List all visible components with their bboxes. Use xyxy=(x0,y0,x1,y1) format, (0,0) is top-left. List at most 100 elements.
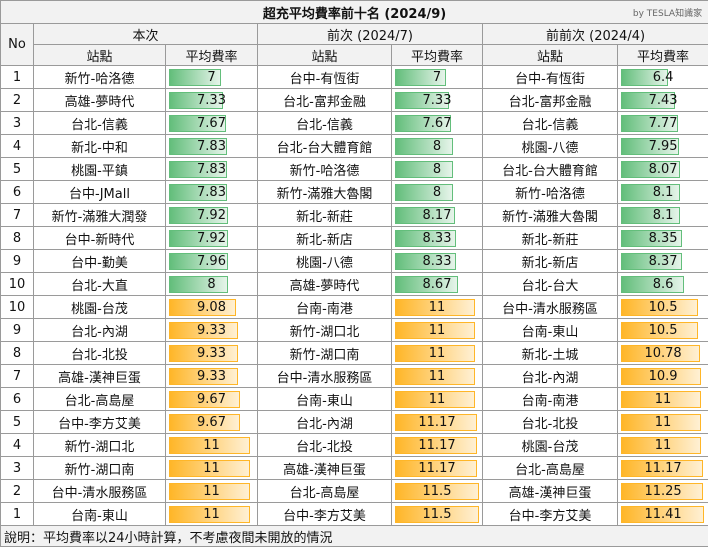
rate-value: 11 xyxy=(395,299,479,316)
rate-cell: 9.08 xyxy=(166,296,258,319)
rate-value: 11 xyxy=(621,437,705,454)
rate-value: 9.33 xyxy=(169,345,254,362)
rate-cell: 11.17 xyxy=(618,457,708,480)
rate-cell: 8.35 xyxy=(618,227,708,250)
rate-cell: 8 xyxy=(392,135,483,158)
station-cell: 台北-內湖 xyxy=(483,365,618,388)
rank-cell: 7 xyxy=(1,365,34,388)
station-cell: 台北-北投 xyxy=(483,411,618,434)
rate-cell: 11 xyxy=(166,457,258,480)
rate-cell: 11.17 xyxy=(392,411,483,434)
station-cell: 新竹-湖口北 xyxy=(34,434,166,457)
rate-value: 10.9 xyxy=(621,368,705,385)
rate-cell: 8.07 xyxy=(618,158,708,181)
rate-cell: 8.6 xyxy=(618,273,708,296)
rate-value: 7.92 xyxy=(169,207,254,224)
rank-cell: 3 xyxy=(1,457,34,480)
rank-cell: 5 xyxy=(1,411,34,434)
station-cell: 新竹-湖口南 xyxy=(258,342,392,365)
rate-cell: 7 xyxy=(166,66,258,89)
rate-cell: 11.17 xyxy=(392,434,483,457)
station-cell: 桃園-平鎮 xyxy=(34,158,166,181)
rate-value: 8.07 xyxy=(621,161,705,178)
rate-value: 8 xyxy=(169,276,254,293)
station-cell: 新竹-湖口北 xyxy=(258,319,392,342)
rate-cell: 9.33 xyxy=(166,319,258,342)
rate-value: 11.25 xyxy=(621,483,705,500)
rate-value: 10.5 xyxy=(621,299,705,316)
station-cell: 台北-富邦金融 xyxy=(258,89,392,112)
rate-value: 11.17 xyxy=(395,414,479,431)
rate-cell: 8 xyxy=(392,158,483,181)
rate-value: 7.67 xyxy=(169,115,254,132)
rate-cell: 10.5 xyxy=(618,319,708,342)
station-cell: 高雄-夢時代 xyxy=(34,89,166,112)
station-cell: 台北-大直 xyxy=(34,273,166,296)
rank-cell: 6 xyxy=(1,181,34,204)
rate-value: 11.5 xyxy=(395,506,479,523)
rank-cell: 1 xyxy=(1,66,34,89)
period-header-current: 本次 xyxy=(34,24,258,45)
rate-cell: 11 xyxy=(166,434,258,457)
rate-value: 7.33 xyxy=(169,92,254,109)
station-cell: 桃園-台茂 xyxy=(483,434,618,457)
rate-value: 7.67 xyxy=(395,115,479,132)
rate-cell: 7.83 xyxy=(166,181,258,204)
station-cell: 新北-土城 xyxy=(483,342,618,365)
rank-cell: 9 xyxy=(1,319,34,342)
rate-value: 6.4 xyxy=(621,69,705,86)
station-cell: 高雄-夢時代 xyxy=(258,273,392,296)
rank-cell: 4 xyxy=(1,135,34,158)
rate-cell: 11 xyxy=(618,434,708,457)
rate-cell: 9.67 xyxy=(166,411,258,434)
station-cell: 台北-高島屋 xyxy=(34,388,166,411)
rate-header: 平均費率 xyxy=(618,45,708,66)
rate-header: 平均費率 xyxy=(392,45,483,66)
station-cell: 台中-清水服務區 xyxy=(34,480,166,503)
rate-value: 8 xyxy=(395,138,479,155)
rank-cell: 3 xyxy=(1,112,34,135)
rate-header: 平均費率 xyxy=(166,45,258,66)
station-header: 站點 xyxy=(258,45,392,66)
rate-value: 8.1 xyxy=(621,207,705,224)
rank-cell: 9 xyxy=(1,250,34,273)
rate-cell: 10.78 xyxy=(618,342,708,365)
rate-value: 11 xyxy=(395,368,479,385)
rate-cell: 11.17 xyxy=(392,457,483,480)
rate-value: 9.67 xyxy=(169,391,254,408)
rate-value: 7.77 xyxy=(621,115,705,132)
rate-cell: 10.9 xyxy=(618,365,708,388)
table-title-cell: 超充平均費率前十名 (2024/9) by TESLA知識家 xyxy=(1,1,708,24)
rate-cell: 7.67 xyxy=(392,112,483,135)
rate-value: 9.33 xyxy=(169,322,254,339)
rate-cell: 8 xyxy=(392,181,483,204)
rank-cell: 6 xyxy=(1,388,34,411)
rate-value: 8 xyxy=(395,184,479,201)
rate-cell: 7.33 xyxy=(166,89,258,112)
rate-cell: 8.1 xyxy=(618,204,708,227)
credit-label: by TESLA知識家 xyxy=(633,6,702,19)
station-cell: 台北-台大體育館 xyxy=(258,135,392,158)
rate-cell: 8.33 xyxy=(392,250,483,273)
rate-cell: 7 xyxy=(392,66,483,89)
rate-value: 11 xyxy=(395,345,479,362)
rank-cell: 7 xyxy=(1,204,34,227)
station-cell: 台北-富邦金融 xyxy=(483,89,618,112)
rate-cell: 7.67 xyxy=(166,112,258,135)
rate-value: 7.83 xyxy=(169,161,254,178)
rate-value: 9.67 xyxy=(169,414,254,431)
rate-cell: 7.43 xyxy=(618,89,708,112)
station-cell: 台南-南港 xyxy=(258,296,392,319)
rank-cell: 2 xyxy=(1,89,34,112)
rate-cell: 7.92 xyxy=(166,204,258,227)
rate-cell: 7.33 xyxy=(392,89,483,112)
